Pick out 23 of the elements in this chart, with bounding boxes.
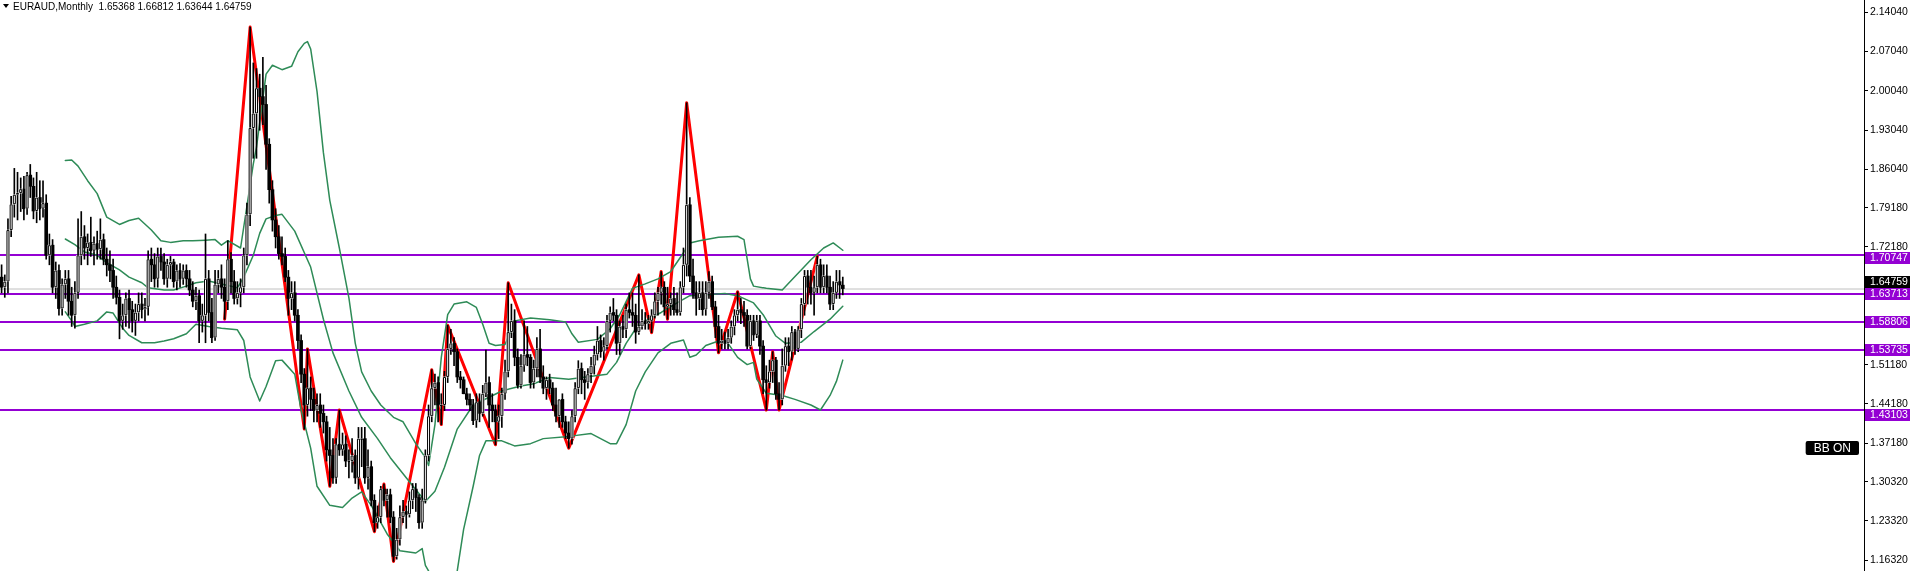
candlestick bbox=[15, 171, 20, 221]
y-tick-label: 1.23320 bbox=[1870, 513, 1909, 526]
y-tick-label: 1.86040 bbox=[1870, 162, 1909, 175]
y-tick-label: 2.14040 bbox=[1870, 5, 1909, 18]
y-tick-label: 1.37180 bbox=[1870, 436, 1909, 449]
y-tick-label: 2.00040 bbox=[1870, 83, 1909, 96]
y-tick-label: 1.93040 bbox=[1870, 122, 1909, 135]
candlestick bbox=[719, 328, 724, 350]
y-tick-label: 1.51180 bbox=[1870, 357, 1908, 370]
ref-line-label: 1.53735 bbox=[1870, 343, 1909, 356]
ref-line-label: 1.70747 bbox=[1870, 251, 1909, 264]
y-tick-label: 2.07040 bbox=[1870, 44, 1909, 57]
ref-line-label: 1.63713 bbox=[1870, 287, 1909, 300]
y-tick-label: 1.16320 bbox=[1870, 553, 1909, 566]
annotation: BB ON bbox=[1813, 440, 1851, 455]
ref-line-label: 1.58806 bbox=[1870, 315, 1909, 328]
y-tick-label: 1.72180 bbox=[1870, 239, 1909, 252]
y-tick-label: 1.44180 bbox=[1870, 396, 1909, 409]
ref-line-label: 1.43103 bbox=[1870, 408, 1909, 421]
chart-title: EURAUD,Monthly 1.65368 1.66812 1.63644 1.64759 bbox=[13, 1, 252, 12]
ref-line-label: 1.64759 bbox=[1870, 275, 1909, 288]
y-tick-label: 1.30320 bbox=[1870, 474, 1909, 487]
y-tick-label: 1.79180 bbox=[1870, 200, 1909, 213]
